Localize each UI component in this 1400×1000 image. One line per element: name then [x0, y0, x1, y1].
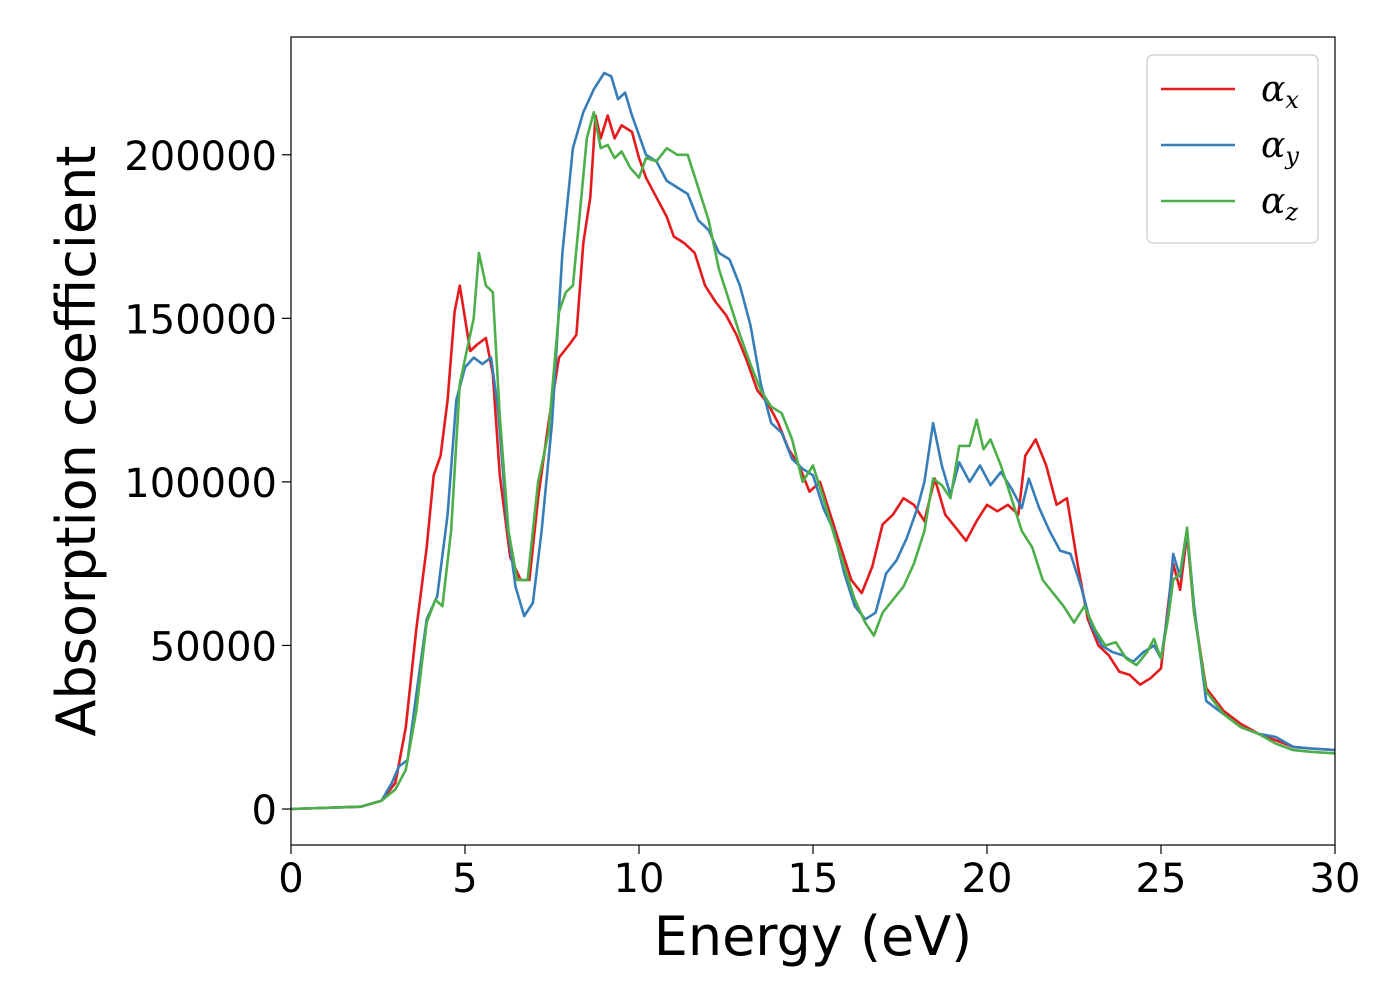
- y-tick-label: 50000: [150, 624, 277, 670]
- x-tick-label: 0: [278, 856, 303, 902]
- x-tick-label: 10: [614, 856, 665, 902]
- x-tick-label: 25: [1136, 856, 1187, 902]
- x-axis-label: Energy (eV): [654, 905, 973, 968]
- series-line-z: [290, 110, 1336, 811]
- y-tick-label: 0: [252, 788, 277, 834]
- y-tick-label: 200000: [124, 134, 277, 180]
- legend-box: [1146, 54, 1319, 244]
- legend-label-z: αz: [1261, 181, 1298, 226]
- y-axis-label: Absorption coefficient: [45, 146, 108, 737]
- x-tick-label: 20: [962, 856, 1013, 902]
- legend: αx αy αz: [1146, 54, 1319, 244]
- y-tick-label: 100000: [124, 461, 277, 507]
- legend-label-y: αy: [1261, 125, 1299, 170]
- y-tick-label: 150000: [124, 297, 277, 343]
- x-tick-label: 30: [1310, 856, 1361, 902]
- ticks-layer: 0 5 10 15 20 25 30 0 50000 100000 150000 200000: [124, 134, 1360, 902]
- x-tick-label: 15: [788, 856, 839, 902]
- x-tick-label: 5: [452, 856, 477, 902]
- series-layer: [290, 71, 1336, 811]
- plot-frame: [290, 36, 1336, 846]
- legend-label-x: αx: [1261, 69, 1299, 114]
